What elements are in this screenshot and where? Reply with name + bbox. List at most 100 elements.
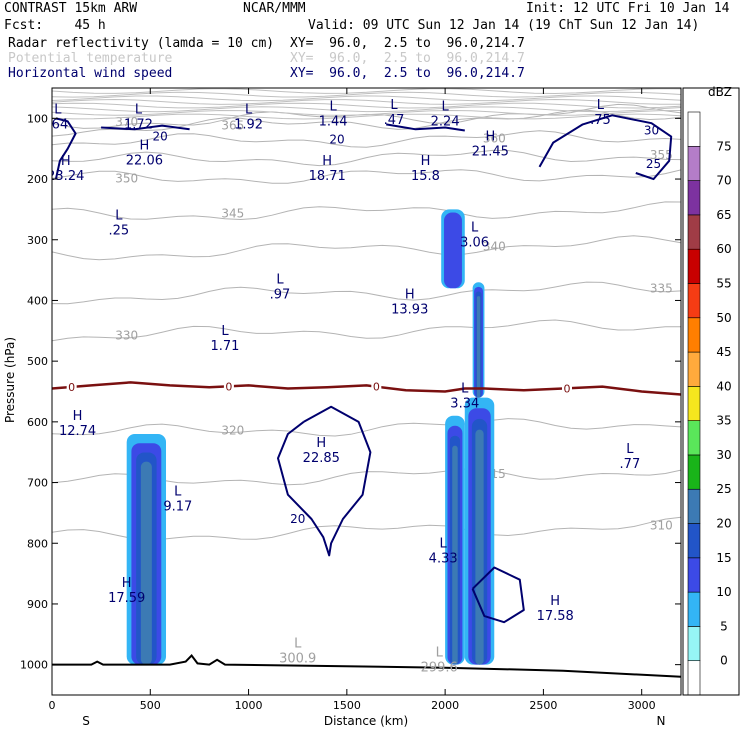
y-axis-label: Pressure (hPa) xyxy=(3,337,17,423)
extremum-kind: L xyxy=(461,382,469,397)
extremum-kind: H xyxy=(73,409,83,424)
extremum-value: 21.45 xyxy=(472,145,509,160)
x-tick-label: 2500 xyxy=(529,699,557,712)
colorbar-tick-label: 40 xyxy=(716,379,731,393)
extremum-kind: H xyxy=(61,154,71,169)
theta-contour-label: 355 xyxy=(650,148,673,162)
radar-echo xyxy=(476,296,481,398)
theta-contour-upper xyxy=(52,109,681,116)
extremum-kind: L xyxy=(440,536,448,551)
extremum-kind: H xyxy=(122,576,132,591)
extremum-value: 22.06 xyxy=(126,154,163,169)
extremum-value: 15.8 xyxy=(411,169,440,184)
theta-contour-label: 360 xyxy=(483,131,506,145)
x-tick-label: 1000 xyxy=(235,699,263,712)
freezing-label-bg xyxy=(371,380,382,392)
y-tick-label: 900 xyxy=(27,598,48,611)
freezing-level-line xyxy=(52,381,681,396)
wind-speed-contour xyxy=(277,405,372,557)
y-tick-label: 500 xyxy=(27,355,48,368)
extremum-kind: L xyxy=(115,209,123,224)
colorbar-frame xyxy=(682,87,740,696)
theta-contour-label: 340 xyxy=(483,239,506,253)
extremum-kind: H xyxy=(485,130,495,145)
y-tick-label: 800 xyxy=(27,537,48,550)
colorbar-tick-label: 10 xyxy=(716,585,731,599)
extremum-kind: L xyxy=(442,99,450,114)
theta-contour xyxy=(52,418,681,437)
extremum-value: 18.71 xyxy=(309,169,346,184)
axes: 0 500 1000 1500 2000 2500 30001002003004005006… xyxy=(20,88,681,712)
extremum-value: .64 xyxy=(48,117,69,132)
freezing-level-label: 0 xyxy=(563,382,570,395)
x-tick-label: 3000 xyxy=(628,699,656,712)
colorbar-tick-label: 55 xyxy=(716,276,731,290)
extremum-value: .47 xyxy=(384,113,405,128)
extremum-kind: L xyxy=(436,646,444,661)
extremum-kind: L xyxy=(135,102,143,117)
extremum-value: 299.6 xyxy=(421,661,458,676)
colorbar: 0 5 10 15 20 25 30 35 40 45 50 55 60 65 70 75 dBZ xyxy=(682,85,740,696)
extremum-value: 1.72 xyxy=(124,117,153,132)
theta-contour-upper xyxy=(52,102,681,109)
y-tick-label: 200 xyxy=(27,173,48,186)
colorbar-swatch xyxy=(687,145,701,181)
colorbar-swatch xyxy=(687,386,701,421)
y-tick-label: 400 xyxy=(27,294,48,307)
theta-contour-upper xyxy=(52,95,681,102)
colorbar-swatch xyxy=(687,420,701,456)
freezing-label-bg xyxy=(223,380,234,392)
x-axis-north-label: N xyxy=(657,714,666,728)
radar-cells xyxy=(126,209,495,665)
wind-contour-label: 20 xyxy=(152,130,167,144)
colorbar-swatch xyxy=(687,626,701,662)
theta-contour-upper xyxy=(52,88,681,95)
extremum-value: 9.17 xyxy=(163,500,192,515)
forecast-hour: Fcst: 45 h xyxy=(4,18,106,33)
extremum-kind: L xyxy=(329,99,337,114)
extremum-value: 22.85 xyxy=(303,451,340,466)
extremum-kind: H xyxy=(316,436,326,451)
theta-contour xyxy=(52,201,681,221)
colorbar-swatch xyxy=(687,454,701,490)
field-xy-reflectivity: XY= 96.0, 2.5 to 96.0,214.7 xyxy=(290,36,525,51)
radar-echo xyxy=(140,461,152,665)
colorbar-tick-label: 35 xyxy=(716,414,731,428)
y-tick-label: 100 xyxy=(27,112,48,125)
wind-contours: 20 20 30 25 20 xyxy=(54,114,673,624)
freezing-level-label: 0 xyxy=(68,381,75,394)
field-name-reflectivity: Radar reflectivity (lamda = 10 cm) xyxy=(8,36,275,51)
field-name-theta: Potential temperature xyxy=(8,51,173,66)
x-axis-label: Distance (km) xyxy=(324,714,408,728)
radar-echo xyxy=(444,212,462,289)
extremum-value: 17.59 xyxy=(108,591,145,606)
extremum-kind: L xyxy=(221,324,229,339)
colorbar-swatch xyxy=(687,214,701,250)
plot-frame xyxy=(51,87,682,696)
extremum-value: 1.71 xyxy=(210,339,239,354)
extremum-kind: L xyxy=(626,442,634,457)
colorbar-swatch xyxy=(687,591,701,627)
colorbar-swatch xyxy=(687,523,701,559)
extremum-kind: H xyxy=(322,154,332,169)
freezing-label-bg xyxy=(561,382,572,394)
freezing-label-bg xyxy=(66,380,77,392)
extremum-kind: H xyxy=(421,154,431,169)
theta-contour xyxy=(52,149,681,167)
extremum-kind: L xyxy=(54,102,62,117)
y-tick-label: 600 xyxy=(27,416,48,429)
extremum-kind: H xyxy=(550,594,560,609)
colorbar-swatch xyxy=(687,248,701,284)
x-tick-label: 500 xyxy=(140,699,161,712)
theta-contour-upper xyxy=(52,91,681,98)
theta-contour-label: 330 xyxy=(115,328,138,342)
theta-contour xyxy=(52,235,681,261)
model-title: CONTRAST 15km ARW xyxy=(4,1,138,16)
theta-contour-label: 350 xyxy=(115,171,138,185)
extremum-kind: H xyxy=(139,139,149,154)
colorbar-tick-label: 65 xyxy=(716,208,731,222)
x-tick-label: 2000 xyxy=(431,699,459,712)
extremum-kind: L xyxy=(597,98,605,113)
theta-contour xyxy=(52,130,681,148)
